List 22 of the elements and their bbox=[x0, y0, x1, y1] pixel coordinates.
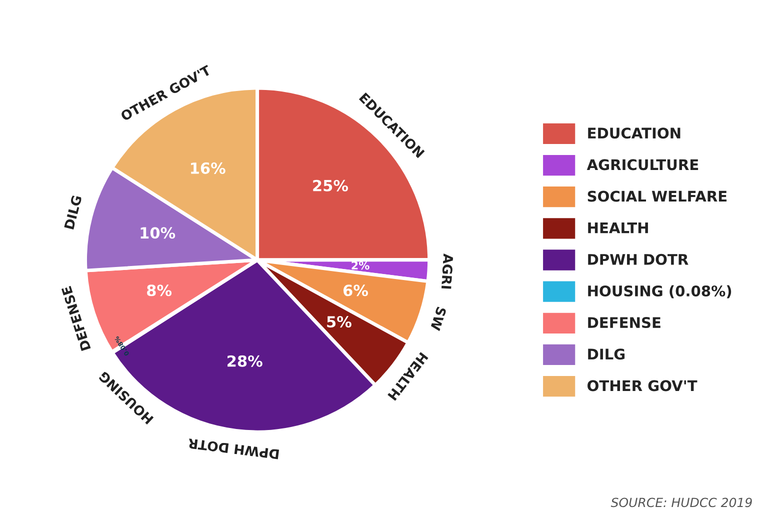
text: AGRI bbox=[441, 253, 454, 289]
legend-label: DEFENSE bbox=[588, 317, 660, 328]
source-note: SOURCE: HUDCC 2019 bbox=[610, 498, 752, 508]
text: SW bbox=[430, 306, 447, 332]
legend-label: DPWH DOTR bbox=[588, 254, 688, 265]
data-label: 28% bbox=[228, 355, 262, 367]
legend-label: AGRICULTURE bbox=[586, 159, 698, 170]
legend-label: DILG bbox=[588, 348, 625, 360]
slice-label: DPWH DOTR bbox=[188, 438, 280, 460]
data-label: 5% bbox=[327, 316, 352, 328]
legend-label: OTHER GOV'T bbox=[588, 380, 698, 392]
data-label: 10% bbox=[140, 227, 176, 239]
legend-label: HOUSING (0.08%) bbox=[588, 285, 732, 298]
data-label: 2% bbox=[352, 261, 370, 270]
data-label: 8% bbox=[147, 284, 172, 296]
legend-label: HEALTH bbox=[588, 222, 648, 234]
data-label: 16% bbox=[191, 162, 226, 174]
data-label: 6% bbox=[343, 284, 368, 296]
legend-label: EDUCATION bbox=[588, 128, 680, 139]
data-label: 25% bbox=[313, 180, 348, 192]
slice-label: DILG bbox=[64, 195, 82, 230]
legend-label: SOCIAL WELFARE bbox=[588, 190, 727, 202]
